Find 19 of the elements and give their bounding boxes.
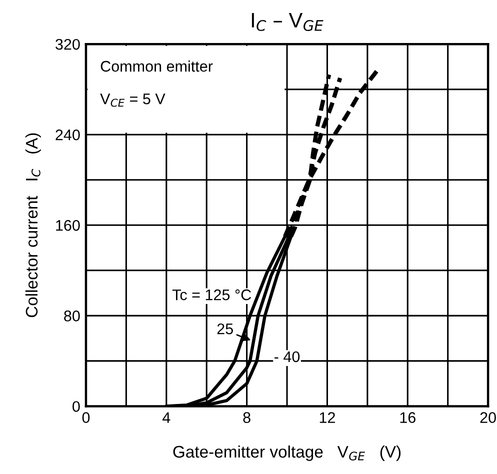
x-tick-label: 12 [320,412,335,423]
x-tick-label: 0 [82,412,90,423]
y-tick-label: 320 [56,38,80,50]
y-tick-label: 160 [56,220,80,231]
text: Collector current I$_{C}$ (A) [25,133,41,318]
x-tick-label: 8 [243,412,250,423]
x-tick-label: 4 [162,412,170,423]
y-tick-label: 240 [56,129,80,140]
annotation: Tc = 125 °C [172,289,252,300]
y-tick-label: 0 [72,401,80,412]
annotation: Common emitter [100,60,213,72]
annotation: V$_{CE}$ = 5 V [100,94,166,107]
x-tick-label: 20 [480,412,496,423]
y-tick-label: 80 [64,310,80,322]
text: Gate-emitter voltage V$_{GE}$ (V) [173,445,401,461]
chart-title: I$_{C}$ – V$_{GE}$ [252,13,324,31]
x-tick-label: 16 [400,412,416,423]
annotation: - 40 [274,351,300,362]
annotation: 25 [217,323,233,334]
